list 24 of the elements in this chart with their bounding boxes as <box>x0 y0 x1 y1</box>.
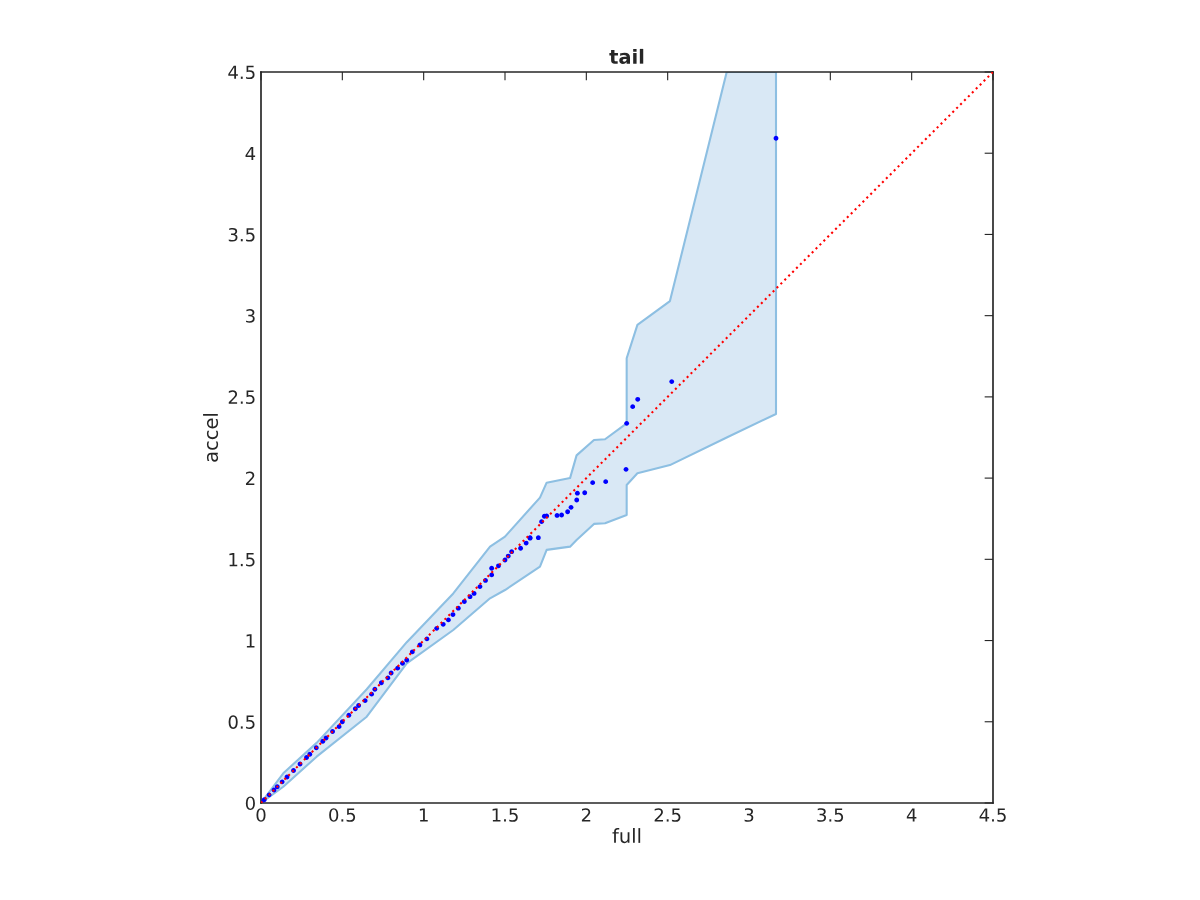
x-tick-label: 0.5 <box>329 808 356 822</box>
y-tick-label: 4 <box>245 146 256 161</box>
y-tick-label: 1.5 <box>229 553 255 567</box>
y-axis-title: accel <box>203 413 219 462</box>
y-tick-label: 3 <box>246 309 255 323</box>
x-axis-title: full <box>612 828 641 844</box>
chart-title: tail <box>609 48 644 64</box>
y-tick-label: 1 <box>246 634 255 648</box>
x-tick-label: 0 <box>256 808 266 822</box>
x-tick-label: 4 <box>906 808 917 822</box>
y-tick-label: 3.5 <box>228 227 255 242</box>
x-tick-label: 3 <box>744 808 754 822</box>
line-series <box>261 72 993 803</box>
x-tick-label: 1 <box>419 808 428 822</box>
x-tick-label: 2.5 <box>654 808 681 822</box>
y-tick-label: 4.5 <box>228 65 255 80</box>
x-tick-label: 3.5 <box>817 808 844 822</box>
x-tick-label: 2 <box>581 808 591 822</box>
x-tick-label: 4.5 <box>979 808 1006 822</box>
y-tick-label: 2.5 <box>228 390 255 404</box>
y-tick-label: 0 <box>245 796 255 811</box>
y-tick-label: 0.5 <box>228 715 255 729</box>
x-tick-label: 1.5 <box>492 808 518 822</box>
y-tick-label: 2 <box>245 471 255 485</box>
